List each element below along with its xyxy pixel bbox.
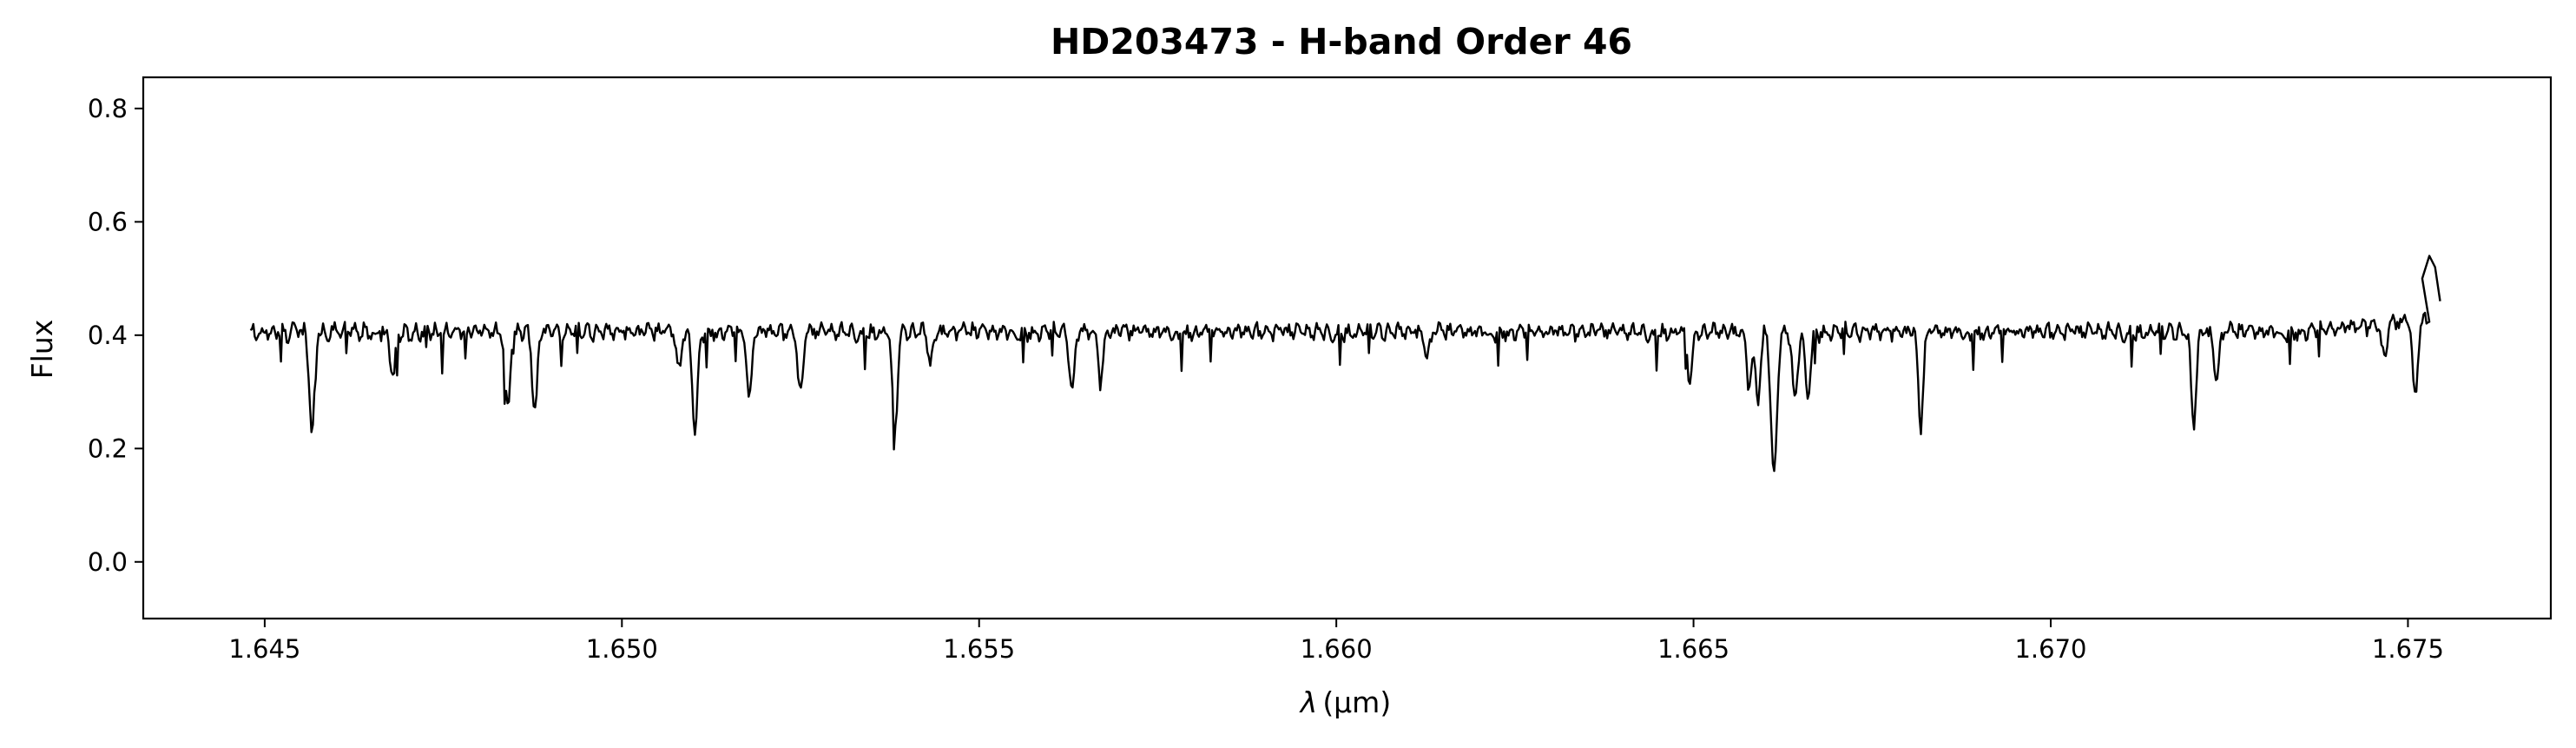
x-tick-label: 1.655	[943, 634, 1015, 664]
chart-title: HD203473 - H-band Order 46	[1051, 21, 1632, 63]
x-tick-label: 1.675	[2372, 634, 2444, 664]
x-tick-label: 1.660	[1301, 634, 1373, 664]
plot-frame	[142, 76, 2553, 620]
x-axis-label: λ (μm)	[1299, 685, 1391, 719]
x-axis-label-unit: (μm)	[1322, 685, 1391, 719]
x-axis-label-symbol: λ	[1299, 685, 1318, 719]
x-tick-label: 1.670	[2014, 634, 2086, 664]
x-tick-label: 1.650	[586, 634, 658, 664]
x-tick-label: 1.665	[1657, 634, 1729, 664]
y-tick-label: 0.8	[88, 94, 128, 123]
y-axis-label: Flux	[25, 320, 59, 380]
y-tick-label: 0.4	[88, 321, 128, 350]
y-axis: 0.0 0.2 0.4 0.6 0.8	[88, 94, 143, 577]
spectrum-line	[249, 255, 2441, 473]
x-tick-label: 1.645	[228, 634, 300, 664]
y-tick-label: 0.6	[88, 207, 128, 236]
plot-area	[249, 255, 2441, 473]
y-tick-label: 0.2	[88, 434, 128, 463]
x-axis: 1.645 1.650 1.655 1.660 1.665 1.670 1.675	[228, 619, 2444, 664]
y-tick-label: 0.0	[88, 547, 128, 577]
